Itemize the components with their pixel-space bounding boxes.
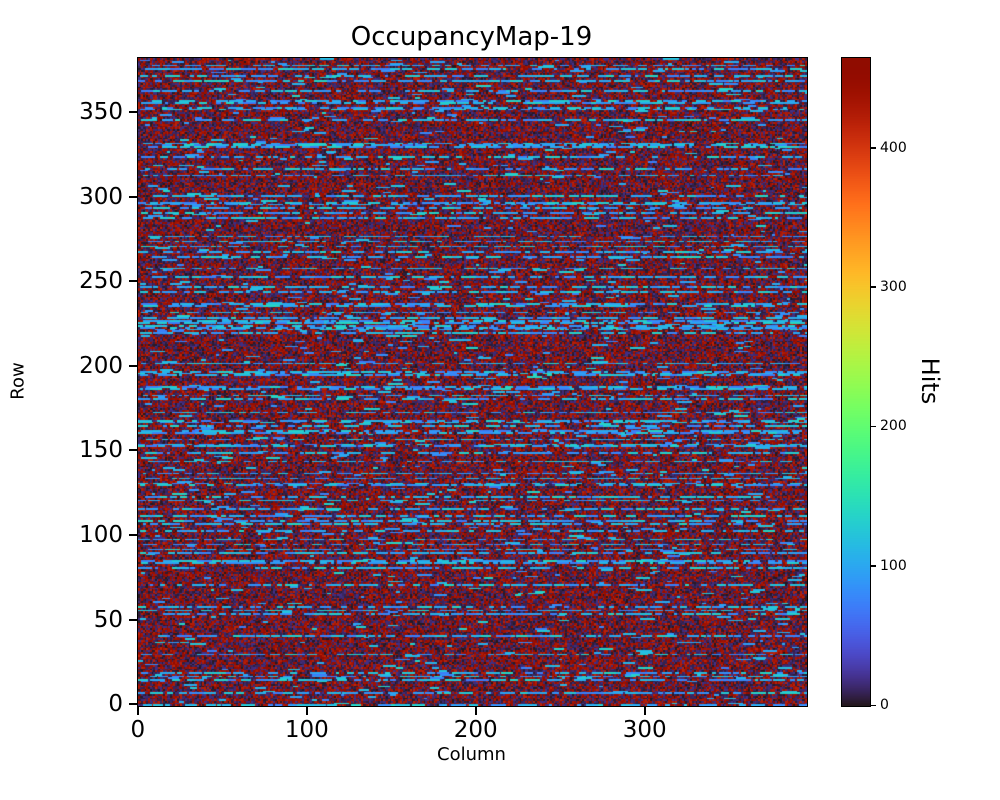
colorbar-tick-label: 0 [880, 697, 889, 713]
x-tick-mark [643, 707, 646, 715]
colorbar-tick-mark [871, 565, 876, 567]
y-tick-mark [129, 703, 137, 706]
x-tick-mark [474, 707, 477, 715]
y-tick-label: 50 [93, 606, 123, 633]
y-tick-mark [129, 110, 137, 113]
y-tick-label: 350 [79, 98, 123, 125]
y-tick-mark [129, 449, 137, 452]
y-tick-label: 150 [79, 437, 123, 464]
y-tick-label: 200 [79, 352, 123, 379]
y-tick-mark [129, 195, 137, 198]
colorbar-tick-label: 200 [880, 418, 907, 435]
y-tick-label: 250 [79, 268, 123, 295]
y-tick-label: 0 [108, 691, 123, 718]
x-tick-mark [305, 707, 308, 715]
colorbar-tick-label: 300 [880, 278, 907, 295]
y-tick-label: 300 [79, 183, 123, 210]
x-tick-label: 0 [130, 717, 146, 743]
colorbar-tick-label: 100 [880, 557, 907, 574]
chart-title: OccupancyMap-19 [350, 22, 593, 52]
colorbar-tick-mark [871, 147, 876, 149]
colorbar [841, 57, 871, 707]
colorbar-tick-label: 400 [880, 139, 907, 156]
heatmap-canvas [138, 58, 807, 706]
x-tick-label: 100 [284, 717, 329, 743]
y-tick-mark [129, 618, 137, 621]
colorbar-label: Hits [916, 357, 944, 405]
colorbar-tick-mark [871, 286, 876, 288]
x-tick-label: 200 [453, 717, 498, 743]
heatmap-plot-area [137, 57, 808, 707]
y-tick-label: 100 [79, 521, 123, 548]
y-tick-mark [129, 533, 137, 536]
colorbar-tick-mark [871, 704, 876, 706]
y-tick-mark [129, 364, 137, 367]
y-tick-mark [129, 280, 137, 283]
x-tick-mark [136, 707, 139, 715]
x-tick-label: 300 [622, 717, 667, 743]
colorbar-tick-mark [871, 425, 876, 428]
x-axis-label: Column [437, 744, 506, 765]
colorbar-canvas [842, 58, 870, 706]
